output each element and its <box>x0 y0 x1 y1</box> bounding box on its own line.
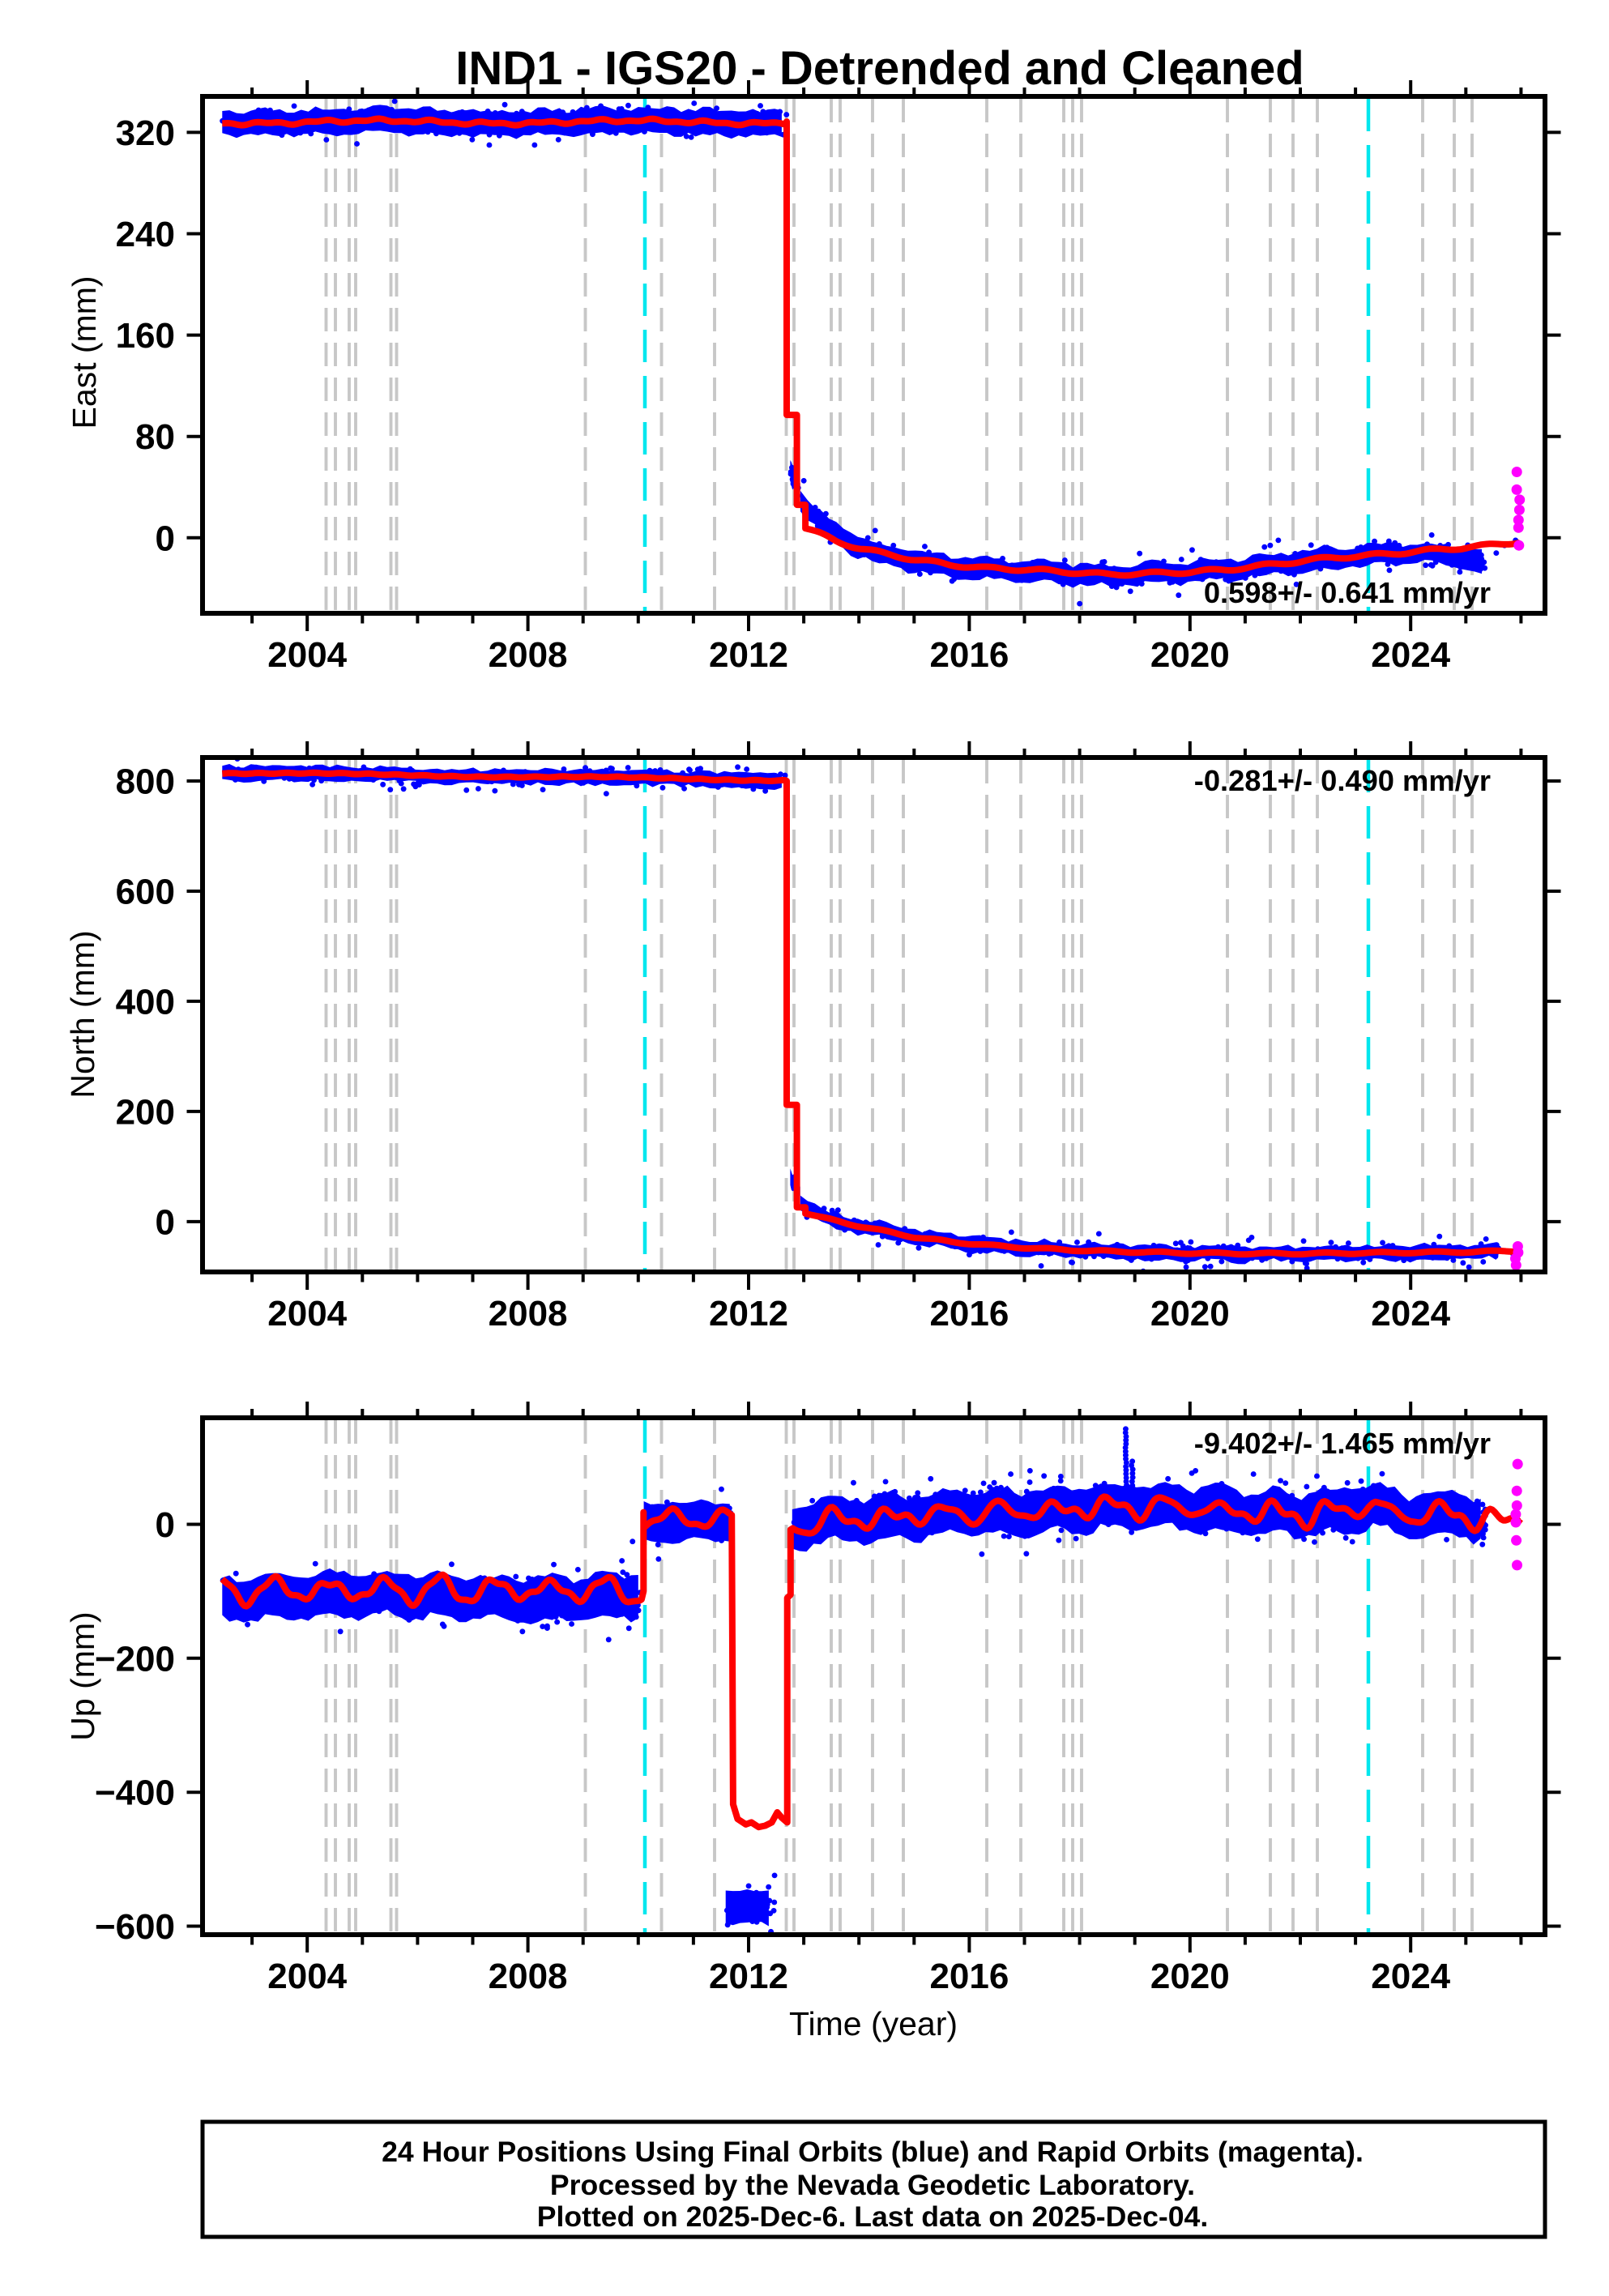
svg-text:0: 0 <box>156 1505 175 1545</box>
svg-text:600: 600 <box>116 873 175 912</box>
svg-text:−400: −400 <box>95 1773 175 1813</box>
svg-text:Processed by the Nevada Geodet: Processed by the Nevada Geodetic Laborat… <box>550 2169 1195 2201</box>
svg-text:160: 160 <box>116 316 175 356</box>
svg-text:East (mm): East (mm) <box>66 275 103 429</box>
svg-text:2008: 2008 <box>489 635 568 675</box>
svg-text:0: 0 <box>156 1202 175 1242</box>
svg-text:2024: 2024 <box>1371 1294 1450 1334</box>
svg-text:800: 800 <box>116 762 175 802</box>
svg-text:2004: 2004 <box>267 1294 347 1334</box>
svg-text:400: 400 <box>116 982 175 1022</box>
svg-text:320: 320 <box>116 113 175 153</box>
svg-text:2004: 2004 <box>267 635 347 675</box>
svg-text:0.598+/- 0.641 mm/yr: 0.598+/- 0.641 mm/yr <box>1204 576 1491 609</box>
svg-text:2016: 2016 <box>929 1294 1009 1334</box>
svg-text:80: 80 <box>135 417 175 457</box>
svg-text:2016: 2016 <box>929 1957 1009 1996</box>
svg-text:2012: 2012 <box>709 1294 788 1334</box>
svg-text:2016: 2016 <box>929 635 1009 675</box>
svg-text:−200: −200 <box>95 1639 175 1679</box>
svg-text:IND1 - IGS20 - Detrended and C: IND1 - IGS20 - Detrended and Cleaned <box>455 42 1304 95</box>
svg-text:2012: 2012 <box>709 635 788 675</box>
svg-text:2012: 2012 <box>709 1957 788 1996</box>
svg-text:2024: 2024 <box>1371 1957 1450 1996</box>
svg-text:-9.402+/- 1.465 mm/yr: -9.402+/- 1.465 mm/yr <box>1194 1427 1491 1460</box>
svg-text:2008: 2008 <box>489 1957 568 1996</box>
svg-text:2020: 2020 <box>1150 1957 1230 1996</box>
svg-text:−600: −600 <box>95 1907 175 1947</box>
svg-text:240: 240 <box>116 215 175 254</box>
svg-text:0: 0 <box>156 519 175 558</box>
svg-text:-0.281+/- 0.490 mm/yr: -0.281+/- 0.490 mm/yr <box>1194 764 1491 797</box>
svg-text:24 Hour Positions Using Final: 24 Hour Positions Using Final Orbits (bl… <box>382 2136 1364 2168</box>
svg-text:Time (year): Time (year) <box>789 2005 958 2042</box>
svg-text:Up (mm): Up (mm) <box>64 1611 101 1740</box>
svg-text:Plotted on 2025-Dec-6. Last da: Plotted on 2025-Dec-6. Last data on 2025… <box>537 2200 1208 2233</box>
svg-text:2024: 2024 <box>1371 635 1450 675</box>
svg-text:2004: 2004 <box>267 1957 347 1996</box>
svg-text:200: 200 <box>116 1092 175 1132</box>
svg-text:2008: 2008 <box>489 1294 568 1334</box>
svg-text:2020: 2020 <box>1150 1294 1230 1334</box>
svg-text:North (mm): North (mm) <box>64 930 101 1098</box>
svg-text:2020: 2020 <box>1150 635 1230 675</box>
